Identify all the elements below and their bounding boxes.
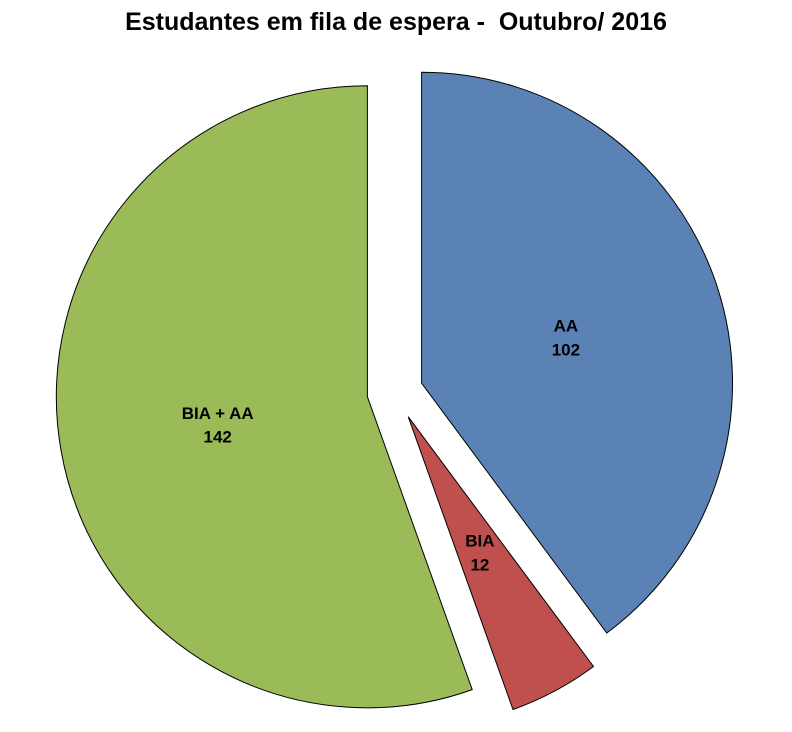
slice-label: AA 102: [552, 317, 580, 360]
pie-slice-aa: [421, 71, 734, 634]
pie-slice-bia-plus-aa: [55, 85, 473, 709]
slice-label: BIA + AA 142: [182, 404, 254, 447]
slice-label: BIA 12: [465, 532, 494, 575]
chart-title: Estudantes em fila de espera - Outubro/ …: [125, 8, 667, 36]
pie-slice-bia: [407, 416, 595, 711]
